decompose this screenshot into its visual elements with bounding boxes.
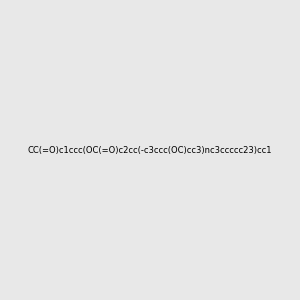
Text: CC(=O)c1ccc(OC(=O)c2cc(-c3ccc(OC)cc3)nc3ccccc23)cc1: CC(=O)c1ccc(OC(=O)c2cc(-c3ccc(OC)cc3)nc3… xyxy=(28,146,272,154)
